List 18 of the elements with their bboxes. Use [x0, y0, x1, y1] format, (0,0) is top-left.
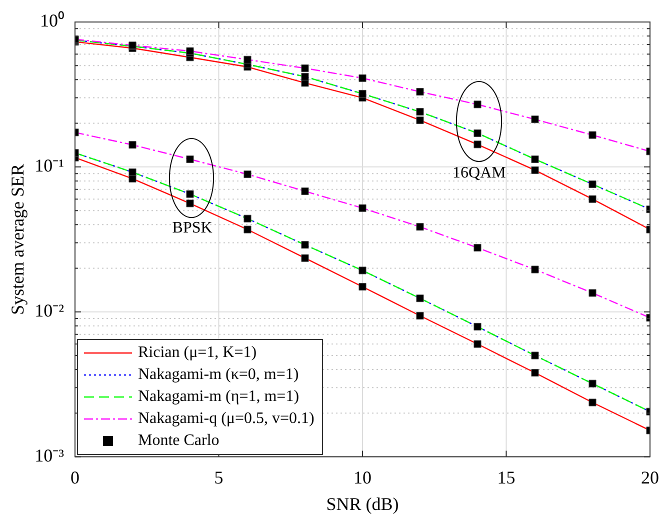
legend-label: Nakagami-m (η=1, m=1) — [138, 386, 300, 407]
annotation: 16QAM — [452, 164, 506, 182]
x-tick-label: 0 — [70, 467, 80, 488]
legend-label: Nakagami-m (κ=0, m=1) — [138, 364, 299, 385]
y-axis-title: System average SER — [8, 164, 28, 315]
x-tick-label: 5 — [214, 467, 224, 488]
y-tick-label: 10⁻³ — [34, 446, 65, 466]
y-tick-label: 10⁻¹ — [34, 156, 64, 176]
legend-label: Monte Carlo — [138, 430, 220, 451]
x-axis-title: SNR (dB) — [326, 494, 399, 514]
x-tick-label: 20 — [641, 467, 659, 488]
legend-label: Rician (μ=1, K=1) — [138, 342, 257, 363]
annotation: BPSK — [172, 220, 213, 237]
y-tick-label: 10⁰ — [40, 10, 64, 31]
x-tick-label: 10 — [354, 467, 372, 488]
x-tick-label: 15 — [497, 467, 516, 488]
legend-label: Nakagami-q (μ=0.5, v=0.1) — [138, 408, 314, 429]
y-tick-label: 10⁻² — [34, 300, 64, 321]
